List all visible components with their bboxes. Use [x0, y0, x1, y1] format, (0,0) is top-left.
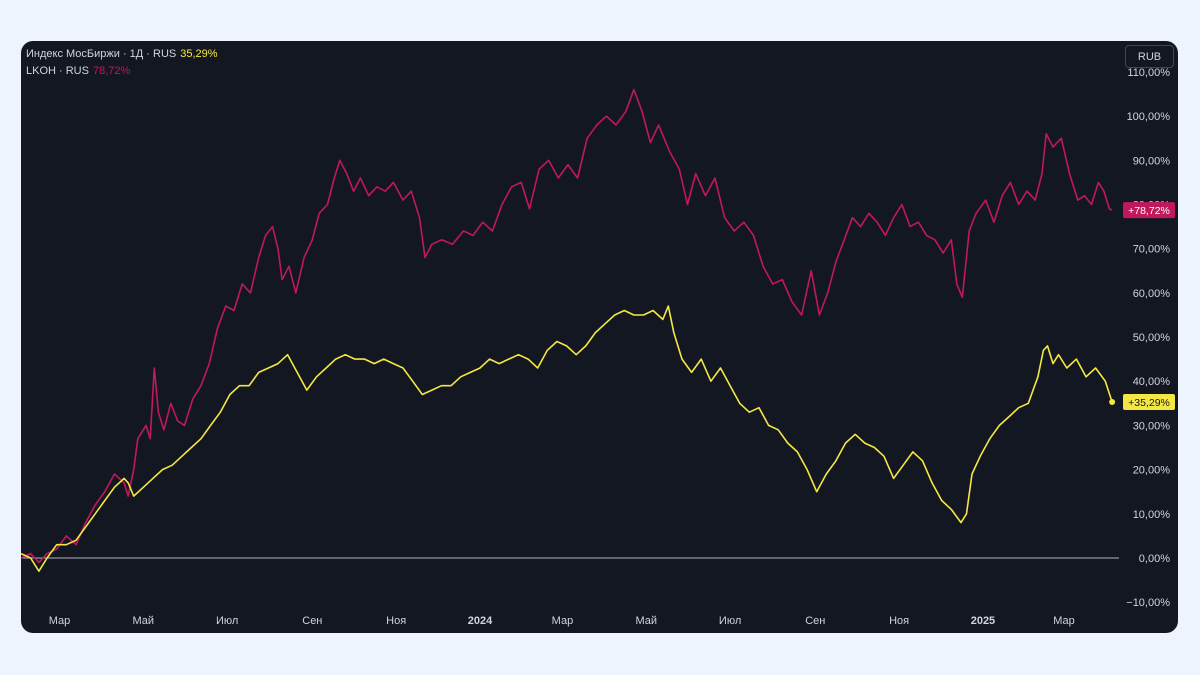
y-tick-label: 50,00% — [1133, 332, 1171, 344]
series-last-point-index — [1109, 399, 1116, 406]
price-chart[interactable]: 110,00%100,00%90,00%80,00%70,00%60,00%50… — [21, 41, 1178, 633]
y-tick-label: 10,00% — [1133, 509, 1171, 521]
price-tag-index — [1123, 394, 1175, 411]
x-tick-label: Июл — [719, 615, 741, 627]
series-line-index[interactable] — [21, 305, 1113, 572]
x-tick-label: Май — [133, 615, 155, 627]
x-tick-label: 2024 — [468, 615, 493, 627]
legend-lkoh-label: LKOH · RUS — [26, 65, 89, 77]
legend-lkoh-value: 78,72% — [92, 65, 131, 77]
legend-lkoh[interactable]: LKOH · RUS 78,72% — [26, 64, 130, 78]
legend-index-value: 35,29% — [180, 48, 218, 60]
price-tag-label-lkoh: +78,72% — [1128, 205, 1170, 217]
x-tick-label: Ноя — [386, 615, 406, 627]
series-line-lkoh[interactable] — [21, 88, 1113, 564]
x-tick-label: Мар — [49, 615, 71, 627]
y-tick-label: 0,00% — [1139, 553, 1170, 565]
y-tick-label: 40,00% — [1133, 376, 1171, 388]
y-tick-label: 60,00% — [1133, 288, 1171, 300]
price-tag-label-index: +35,29% — [1128, 397, 1170, 409]
x-tick-label: Мар — [1053, 615, 1075, 627]
chart-panel[interactable]: 110,00%100,00%90,00%80,00%70,00%60,00%50… — [21, 41, 1178, 633]
x-tick-label: Сен — [805, 615, 825, 627]
x-tick-label: Мар — [552, 615, 574, 627]
y-tick-label: 100,00% — [1127, 111, 1171, 123]
y-tick-label: 70,00% — [1133, 244, 1171, 256]
y-tick-label: 20,00% — [1133, 465, 1171, 477]
y-tick-label: 30,00% — [1133, 420, 1171, 432]
x-tick-label: Ноя — [889, 615, 909, 627]
y-tick-label: 90,00% — [1133, 155, 1171, 167]
y-tick-label: −10,00% — [1126, 597, 1170, 609]
x-tick-label: 2025 — [971, 615, 995, 627]
currency-button[interactable]: RUB — [1125, 45, 1174, 68]
price-tag-lkoh — [1123, 202, 1175, 219]
x-tick-label: Май — [635, 615, 657, 627]
legend-index[interactable]: Индекс МосБиржи · 1Д · RUS 35,29% — [26, 47, 218, 61]
legend-index-label: Индекс МосБиржи · 1Д · RUS — [26, 48, 177, 60]
x-tick-label: Июл — [216, 615, 238, 627]
y-tick-label: 110,00% — [1127, 67, 1170, 79]
x-tick-label: Сен — [302, 615, 322, 627]
